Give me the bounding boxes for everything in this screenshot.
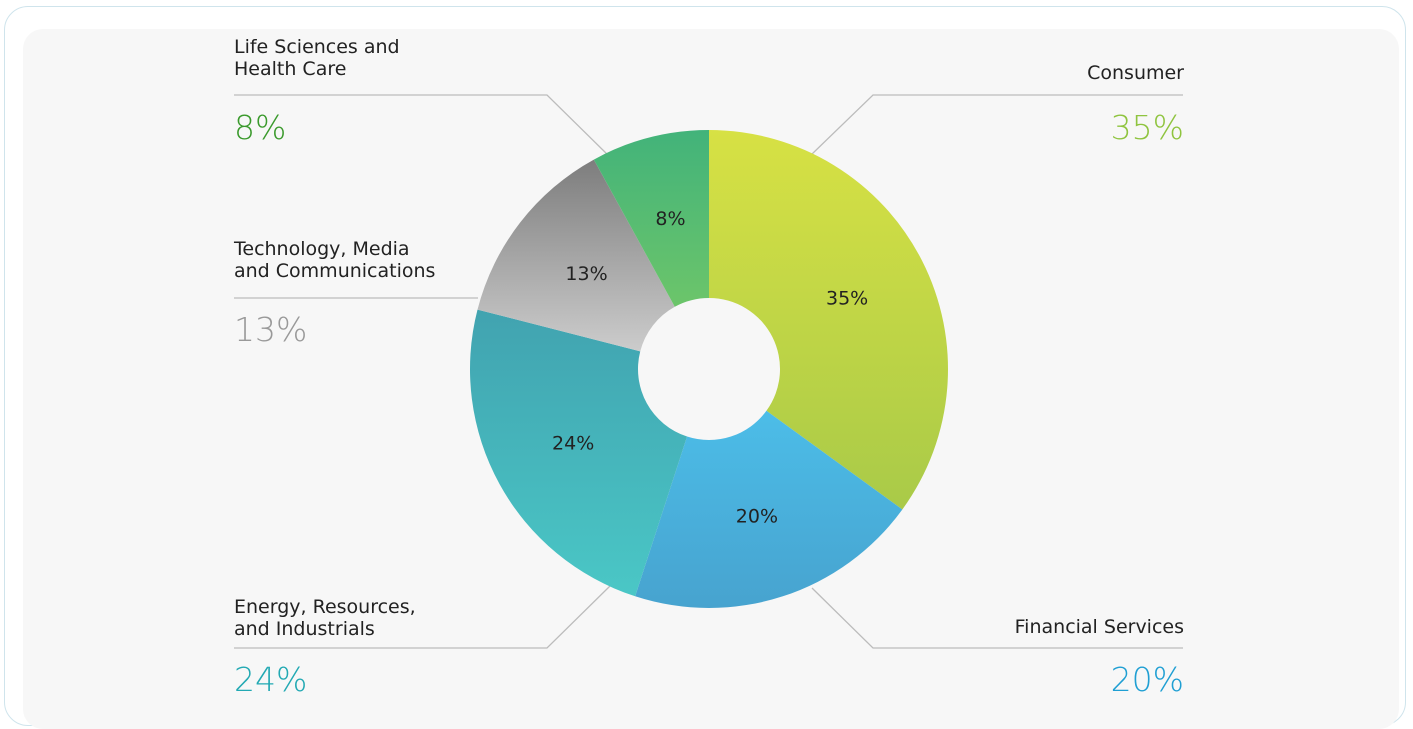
slice-lshc [593, 130, 709, 307]
slice-label-energy: 24% [552, 433, 594, 455]
leader-lines [234, 94, 1183, 649]
leader-line-financial [811, 587, 1183, 649]
slice-label-consumer: 35% [826, 288, 868, 310]
leader-line-lshc [234, 94, 612, 159]
category-label-energy: Energy, Resources, and Industrials [234, 596, 416, 640]
donut-slices [469, 130, 948, 608]
category-percent-lshc: 8% [234, 108, 287, 147]
category-percent-consumer: 35% [1110, 108, 1184, 147]
leader-line-consumer [810, 94, 1183, 156]
category-label-consumer: Consumer [1087, 62, 1184, 84]
slice-energy [469, 309, 688, 597]
slice-value-labels: 35% 20% 24% 13% 8% [552, 208, 868, 528]
leader-line-energy [234, 585, 611, 649]
category-label-tmt: Technology, Media and Communications [234, 238, 436, 282]
category-percent-tmt: 13% [234, 310, 308, 349]
slice-tmt [477, 159, 675, 352]
category-percent-energy: 24% [234, 660, 308, 699]
slice-label-financial: 20% [736, 505, 778, 527]
slice-financial [635, 410, 903, 608]
category-percent-financial: 20% [1110, 660, 1184, 699]
slice-label-lshc: 8% [655, 208, 685, 230]
slice-label-tmt: 13% [565, 263, 607, 285]
category-label-financial: Financial Services [1014, 616, 1184, 638]
slice-consumer [709, 130, 948, 510]
category-label-lshc: Life Sciences and Health Care [234, 36, 400, 80]
